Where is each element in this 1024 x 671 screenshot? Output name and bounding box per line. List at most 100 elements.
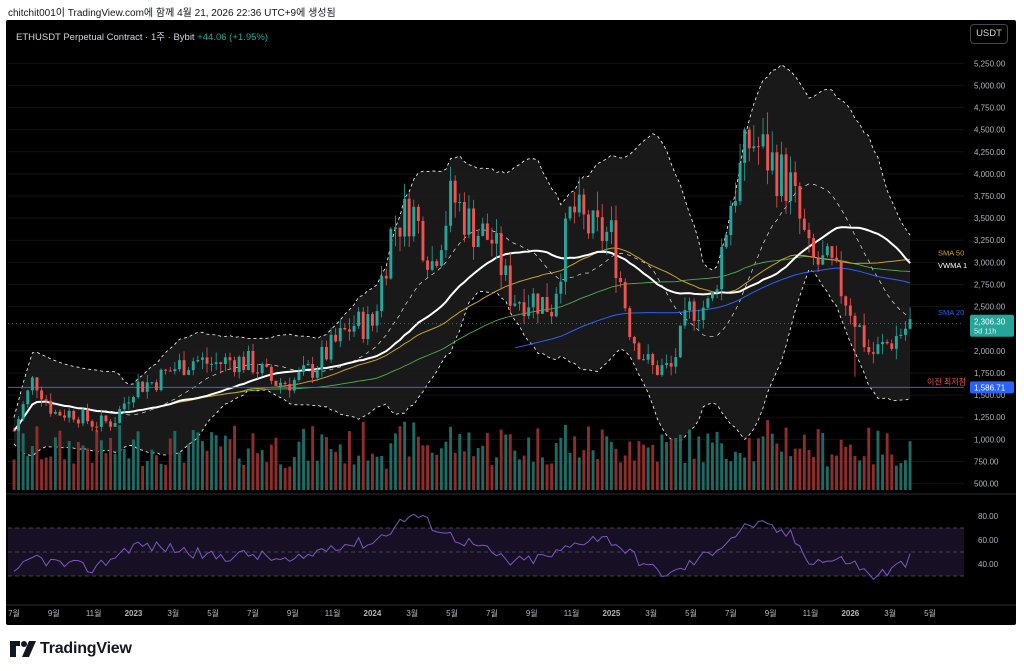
volume-bar: [251, 433, 255, 490]
price-tick-label: 5,250.00: [974, 59, 1006, 68]
candle-body: [513, 303, 517, 306]
volume-bar: [132, 439, 135, 490]
tradingview-logo[interactable]: TradingView: [10, 638, 132, 660]
candle-body: [839, 261, 843, 297]
price-tick-label: 2,500.00: [974, 303, 1006, 312]
current-price-value: 2,306.30: [974, 318, 1006, 327]
sma-200-line: [514, 267, 911, 349]
volume-bar: [835, 455, 838, 490]
volume-bar: [462, 451, 466, 490]
price-tick-label: 1,750.00: [974, 369, 1006, 378]
candle-body: [559, 281, 563, 294]
volume-bar: [343, 463, 347, 490]
currency-button[interactable]: USDT: [970, 24, 1008, 44]
candle-body: [380, 275, 384, 312]
volume-bar: [476, 448, 480, 490]
volume-bar: [862, 456, 866, 490]
volume-bar: [178, 452, 181, 490]
volume-bar: [894, 465, 898, 490]
volume-bar: [168, 438, 172, 490]
volume-bar: [430, 452, 434, 490]
volume-bar: [274, 437, 278, 490]
candle-body: [876, 344, 880, 354]
price-tick-label: 4,000.00: [974, 170, 1006, 179]
volume-bar: [706, 433, 710, 490]
candle-body: [141, 381, 145, 392]
volume-bar: [297, 441, 301, 490]
candle-body: [614, 220, 618, 278]
candle-body: [504, 265, 508, 276]
tradingview-logo-icon: [10, 641, 36, 657]
candle-body: [582, 194, 586, 215]
candle-body: [848, 305, 852, 316]
volume-bar: [628, 441, 632, 490]
chart-frame[interactable]: 5,250.00 5,000.00 4,750.00 4,500.00 4,250.00…: [6, 20, 1016, 625]
candle-body: [743, 129, 747, 163]
volume-bar: [816, 429, 820, 490]
volume-bar: [582, 450, 586, 490]
volume-bar: [352, 464, 356, 490]
candle-body: [315, 369, 319, 378]
volume-bar: [315, 460, 319, 490]
candle-body: [577, 194, 581, 213]
volume-bar: [403, 421, 407, 490]
volume-bar: [155, 455, 158, 490]
date-tick-label: 9월: [526, 608, 538, 618]
price-tick-label: 4,250.00: [974, 148, 1006, 157]
bollinger-band-fill: [14, 64, 911, 456]
volume-bar: [366, 460, 370, 490]
price-tick-label: 500.00: [974, 480, 999, 489]
volume-bar: [784, 427, 788, 490]
volume-bar: [380, 456, 384, 490]
price-change: +44.06 (+1.95%): [197, 32, 268, 43]
volume-bar: [53, 437, 57, 490]
volume-bar: [302, 428, 305, 490]
current-price-tag: [970, 314, 1014, 337]
candle-body: [825, 246, 829, 256]
candle-body: [30, 377, 34, 391]
volume-bar: [63, 459, 66, 490]
bollinger-upper: [13, 63, 911, 418]
volume-bar: [191, 430, 195, 490]
volume-bar: [559, 437, 563, 490]
date-tick-label: 2023: [125, 609, 143, 618]
volume-bar: [591, 450, 595, 490]
candle-body: [632, 337, 636, 344]
candle-body: [150, 382, 154, 384]
candle-body: [798, 186, 802, 219]
volume-bar: [407, 456, 411, 490]
candle-body: [780, 154, 783, 196]
volume-bar: [95, 429, 99, 490]
candle-body: [155, 382, 158, 391]
volume-bar: [265, 462, 269, 490]
volume-bar: [269, 444, 273, 490]
candle-body: [605, 231, 609, 241]
price-chart[interactable]: 5,250.00 5,000.00 4,750.00 4,500.00 4,250.00…: [6, 20, 1016, 625]
volume-bar: [136, 431, 140, 490]
volume-bar: [770, 433, 774, 490]
date-tick-label: 2024: [364, 609, 382, 618]
candle-body: [844, 296, 848, 306]
candle-body: [90, 421, 94, 427]
prior-low-label: 이전 최저점: [927, 376, 966, 386]
candle-body: [26, 390, 30, 405]
volume-bar: [577, 457, 581, 490]
bollinger-lower: [13, 268, 911, 457]
candle-body: [279, 382, 282, 386]
candle-body: [256, 372, 259, 374]
candle-body: [462, 202, 466, 235]
volume-bar: [141, 465, 145, 490]
rsi-line: [13, 513, 911, 580]
candle-body: [545, 297, 549, 312]
candle-body: [894, 336, 898, 349]
candle-body: [775, 152, 779, 197]
candle-body: [394, 227, 397, 229]
candle-body: [76, 419, 80, 424]
volume-bar: [564, 424, 567, 490]
candle-body: [269, 366, 273, 381]
volume-bar: [338, 444, 342, 490]
volume-bar: [757, 438, 760, 490]
volume-bar: [885, 433, 889, 490]
price-tick-label: 750.00: [974, 457, 999, 466]
candle-body: [554, 293, 558, 317]
